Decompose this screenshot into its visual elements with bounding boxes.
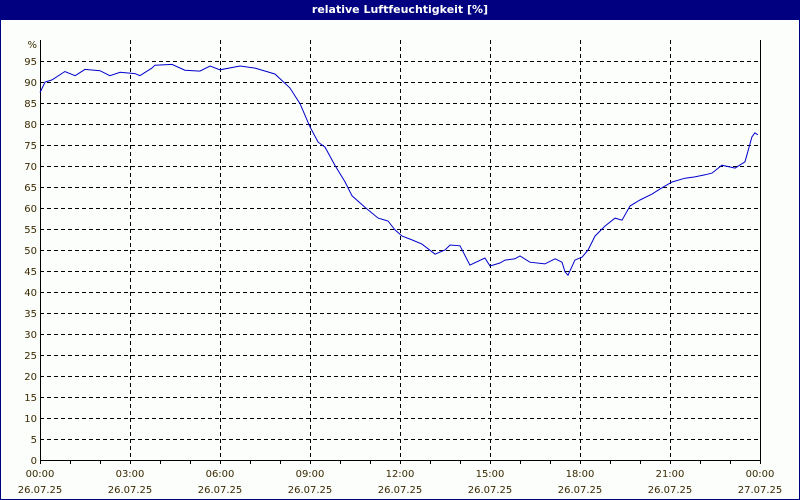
grid-lines	[40, 40, 760, 460]
x-tick-date: 26.07.25	[108, 485, 153, 496]
y-axis-labels: 0 5 10 15 20 25 30 35 40 45 50 55 60 65 70 75 80 85 90 95%	[24, 40, 37, 467]
x-tick-time: 00:00	[26, 469, 55, 480]
x-tick-date: 27.07.25	[738, 485, 783, 496]
y-tick-label: 65	[24, 183, 37, 194]
y-tick-label: 30	[24, 330, 37, 341]
y-tick-label: 10	[24, 414, 37, 425]
y-tick-label: 25	[24, 351, 37, 362]
x-tick-date: 26.07.25	[198, 485, 243, 496]
x-tick-time: 00:00	[746, 469, 775, 480]
y-tick-label: 15	[24, 393, 37, 404]
y-tick-label: 70	[24, 162, 37, 173]
humidity-series-line	[39, 63, 759, 277]
x-tick-time: 06:00	[206, 469, 235, 480]
y-tick-label: 35	[24, 309, 37, 320]
y-tick-label: 20	[24, 372, 37, 383]
x-tick-date: 26.07.25	[378, 485, 423, 496]
y-tick-label: 40	[24, 288, 37, 299]
x-tick-date: 26.07.25	[468, 485, 513, 496]
y-tick-label: 60	[24, 204, 37, 215]
x-tick-time: 18:00	[566, 469, 595, 480]
x-tick-date: 26.07.25	[18, 485, 63, 496]
y-tick-label: 90	[24, 78, 37, 89]
y-tick-label: 55	[24, 225, 37, 236]
x-tick-date: 26.07.25	[558, 485, 603, 496]
x-tick-date: 26.07.25	[648, 485, 693, 496]
y-tick-label: 80	[24, 120, 37, 131]
y-tick-label: 75	[24, 141, 37, 152]
x-axis-labels: 00:00 26.07.25 03:00 26.07.25 06:00 26.07.25 0…	[18, 469, 783, 496]
x-tick-time: 12:00	[386, 469, 415, 480]
x-tick-time: 21:00	[656, 469, 685, 480]
axes	[40, 40, 761, 464]
chart-title: relative Luftfeuchtigkeit [%]	[0, 0, 800, 20]
y-tick-label: 50	[24, 246, 37, 257]
x-tick-date: 26.07.25	[288, 485, 333, 496]
y-tick-label: 45	[24, 267, 37, 278]
y-unit-label: %	[27, 40, 37, 51]
y-tick-label: 5	[31, 435, 37, 446]
x-tick-time: 03:00	[116, 469, 145, 480]
y-tick-label: 0	[31, 456, 37, 467]
x-tick-time: 15:00	[476, 469, 505, 480]
x-tick-time: 09:00	[296, 469, 325, 480]
y-tick-label: 95	[24, 57, 37, 68]
y-tick-label: 85	[24, 99, 37, 110]
